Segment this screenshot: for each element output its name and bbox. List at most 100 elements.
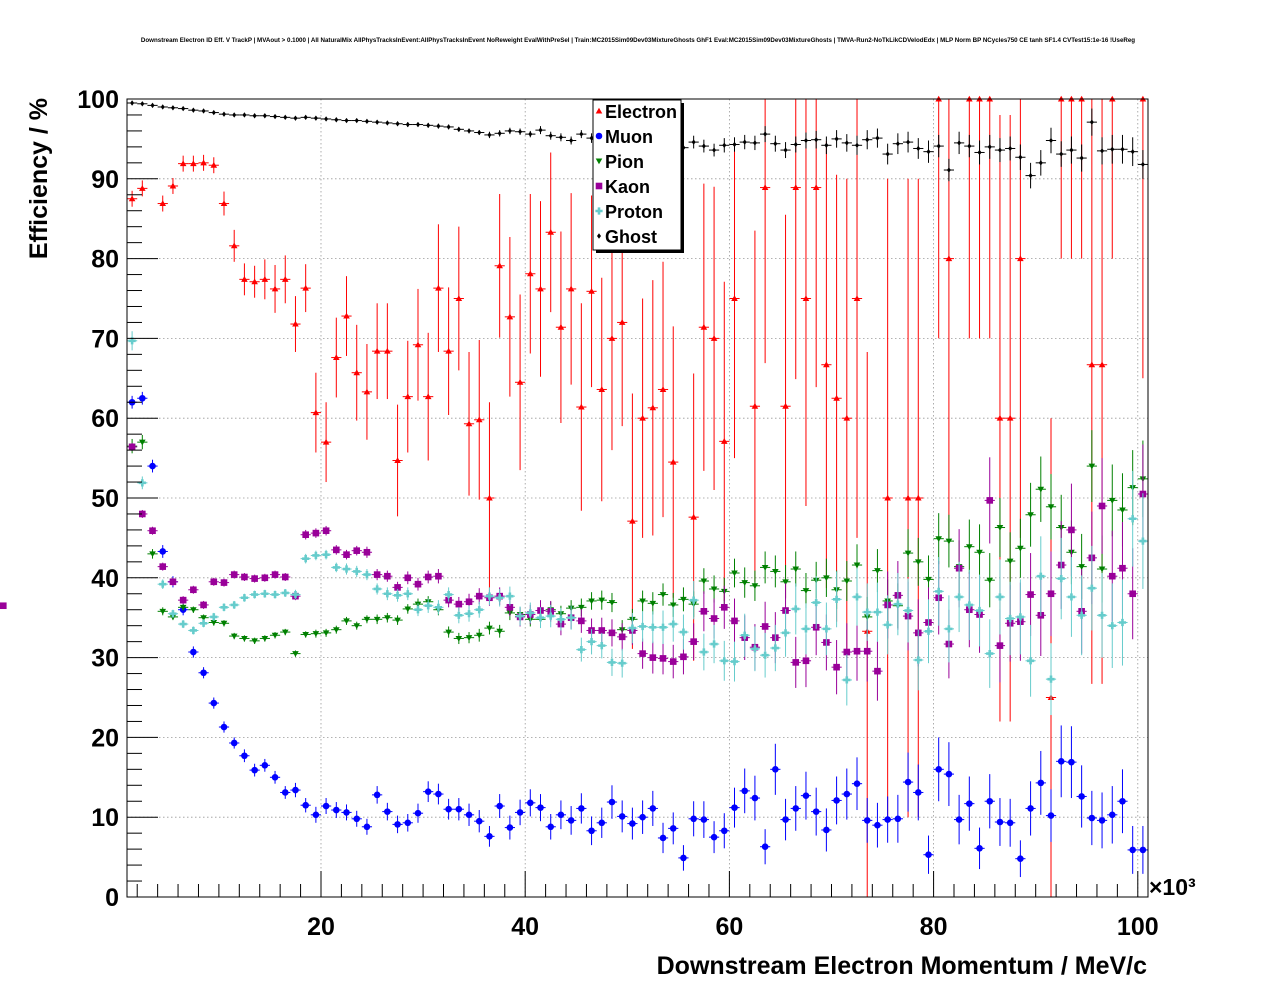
muon-point: [874, 821, 881, 829]
ghost-point: [997, 147, 1002, 153]
pion-point: [792, 566, 800, 573]
pion-point: [802, 588, 810, 594]
muon-point: [843, 790, 851, 798]
proton-point: [1037, 572, 1045, 580]
muon-point: [220, 723, 228, 731]
muon-point: [720, 827, 728, 835]
kaon-point: [731, 617, 738, 625]
ghost-point: [1079, 155, 1084, 161]
pion-point: [914, 559, 922, 566]
muon-point: [986, 797, 994, 805]
muon-point: [1078, 793, 1085, 800]
muon-point: [1006, 819, 1014, 827]
proton-point: [445, 590, 453, 599]
ghost-point: [722, 142, 727, 148]
pion-point: [659, 592, 667, 598]
ghost-point: [538, 127, 543, 133]
proton-point: [424, 602, 432, 610]
pion-point: [874, 568, 881, 574]
ghost-point: [262, 113, 267, 119]
proton-point: [557, 615, 565, 623]
kaon-point: [220, 579, 228, 586]
proton-point: [210, 613, 218, 621]
muon-point: [271, 774, 279, 781]
pion-point: [486, 625, 493, 632]
proton-point: [751, 645, 759, 653]
ghost-point: [926, 148, 931, 155]
electron-point: [588, 288, 595, 294]
electron-point: [649, 404, 657, 411]
kaon-point: [251, 575, 258, 582]
proton-point: [230, 601, 238, 609]
proton-point: [618, 659, 626, 667]
ghost-point: [181, 105, 186, 112]
electron-point: [486, 494, 493, 501]
ghost-point: [783, 147, 788, 153]
kaon-point: [271, 571, 279, 578]
proton-point: [975, 606, 984, 615]
ghost-point: [273, 113, 278, 120]
kaon-point: [0, 602, 7, 610]
ghost-point: [385, 120, 390, 126]
legend: Electron Muon Pion Kaon Proton Ghost: [592, 99, 684, 253]
proton-point: [312, 551, 320, 560]
ghost-point: [436, 123, 441, 129]
kaon-point: [353, 547, 361, 554]
pion-point: [680, 596, 687, 603]
electron-point: [843, 414, 851, 421]
kaon-point: [475, 592, 483, 600]
kaon-point: [618, 633, 626, 641]
proton-point: [1067, 593, 1076, 601]
proton-point: [383, 590, 391, 598]
kaon-point: [720, 604, 728, 611]
muon-point: [772, 766, 779, 773]
proton-point: [1047, 675, 1055, 683]
pion-point: [986, 577, 994, 584]
proton-point: [475, 606, 483, 614]
y-tick-label: 40: [91, 565, 119, 593]
kaon-point: [414, 580, 422, 588]
kaon-point: [435, 572, 442, 580]
kaon-point: [169, 578, 177, 586]
pion-point: [710, 586, 718, 593]
ghost-point: [518, 129, 523, 135]
electron-point: [1006, 414, 1014, 421]
kaon-point: [179, 596, 187, 604]
pion-point: [639, 598, 646, 605]
legend-label: Muon: [605, 127, 653, 147]
ghost-point: [1069, 147, 1074, 153]
proton-point: [404, 590, 412, 598]
muon-point: [1119, 797, 1126, 805]
proton-point: [291, 590, 300, 599]
legend-label: Electron: [605, 102, 677, 122]
proton-point: [679, 628, 688, 636]
proton-point: [179, 620, 187, 628]
electron-point: [608, 335, 616, 341]
proton-point: [434, 603, 443, 611]
ghost-point: [558, 134, 563, 141]
ghost-point: [344, 117, 349, 124]
kaon-point: [1119, 564, 1126, 572]
proton-point: [996, 593, 1004, 601]
electron-point: [445, 347, 452, 354]
legend-kaon-point: [595, 182, 603, 190]
proton-point: [271, 590, 279, 599]
proton-point: [1098, 611, 1106, 619]
pion-point: [230, 633, 238, 640]
kaon-point: [424, 573, 432, 581]
proton-point: [639, 622, 647, 631]
series-layer: [0, 95, 1148, 897]
pion-point: [333, 627, 340, 633]
y-tick-label: 90: [91, 166, 119, 194]
proton-point: [822, 625, 830, 633]
kaon-point: [843, 648, 851, 656]
legend-proton-point: [595, 207, 603, 215]
kaon-point: [669, 658, 677, 665]
proton-point: [761, 651, 769, 659]
ghost-point: [701, 143, 706, 149]
electron-point: [884, 494, 891, 501]
ghost-point: [283, 114, 288, 121]
kaon-point: [853, 647, 861, 655]
ghost-point: [1008, 145, 1013, 152]
proton-point: [1006, 614, 1014, 623]
